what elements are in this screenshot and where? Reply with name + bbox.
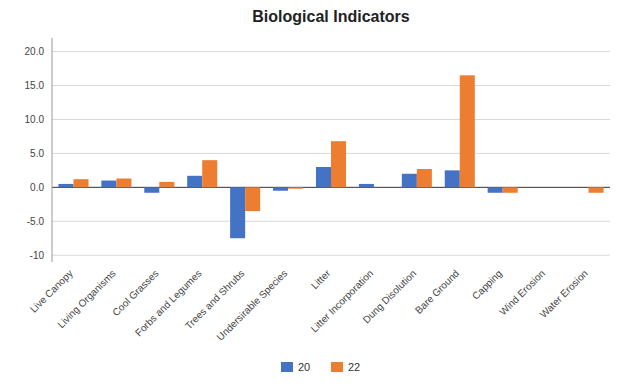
bar (503, 187, 518, 192)
bar (230, 187, 245, 238)
x-tick-label: Undersirable Species (214, 268, 289, 343)
grid-line (52, 119, 610, 120)
bar (116, 179, 131, 188)
y-axis-line (52, 38, 53, 262)
grid-line (52, 221, 610, 222)
y-tick-label: 20.0 (25, 46, 45, 57)
y-tick-label: -5.0 (27, 216, 45, 227)
x-tick-label: Capping (470, 268, 504, 302)
bar (488, 187, 503, 192)
bar (159, 182, 174, 187)
bar (374, 187, 389, 188)
y-tick-label: 5.0 (30, 148, 44, 159)
legend: 2022 (281, 361, 360, 373)
bar (316, 167, 331, 187)
x-tick-label: Litter Incorporation (309, 268, 376, 335)
x-tick-label: Living Organisms (55, 268, 117, 330)
bar (445, 170, 460, 187)
legend-label: 20 (298, 361, 310, 373)
legend-swatch (331, 362, 343, 372)
x-tick-label: Bare Ground (413, 268, 461, 316)
grid-line (52, 51, 610, 52)
bar (359, 184, 374, 187)
bar (58, 184, 73, 187)
chart: Biological Indicators -10 -5.0 0.0 5.0 10.0 15… (0, 0, 626, 385)
bar (101, 181, 116, 188)
bar (331, 141, 346, 187)
bar (546, 187, 561, 188)
y-tick-label: -10 (30, 250, 45, 261)
bar (202, 160, 217, 187)
grid-line (52, 85, 610, 86)
bar (288, 187, 303, 188)
bar (144, 187, 159, 192)
bar (574, 187, 589, 188)
y-grid (52, 52, 610, 256)
x-tick-label: Litter (309, 267, 333, 291)
bar (531, 187, 546, 188)
bar (417, 169, 432, 187)
y-tick-label: 15.0 (25, 80, 45, 91)
bars (58, 75, 603, 238)
bar (273, 187, 288, 190)
legend-label: 22 (348, 361, 360, 373)
grid-line (52, 255, 610, 256)
bar (402, 174, 417, 188)
title: Biological Indicators (252, 8, 409, 25)
x-tick-label: Live Canopy (28, 268, 75, 315)
bar (460, 75, 475, 187)
bar (589, 187, 604, 192)
x-tick-label: Water Erosion (538, 268, 590, 320)
bar (245, 187, 260, 211)
legend-swatch (281, 362, 293, 372)
bar (187, 176, 202, 188)
y-tick-label: 10.0 (25, 114, 45, 125)
bar (73, 179, 88, 187)
y-tick-label: 0.0 (30, 182, 44, 193)
x-tick-label: Dung Disolution (361, 268, 419, 326)
